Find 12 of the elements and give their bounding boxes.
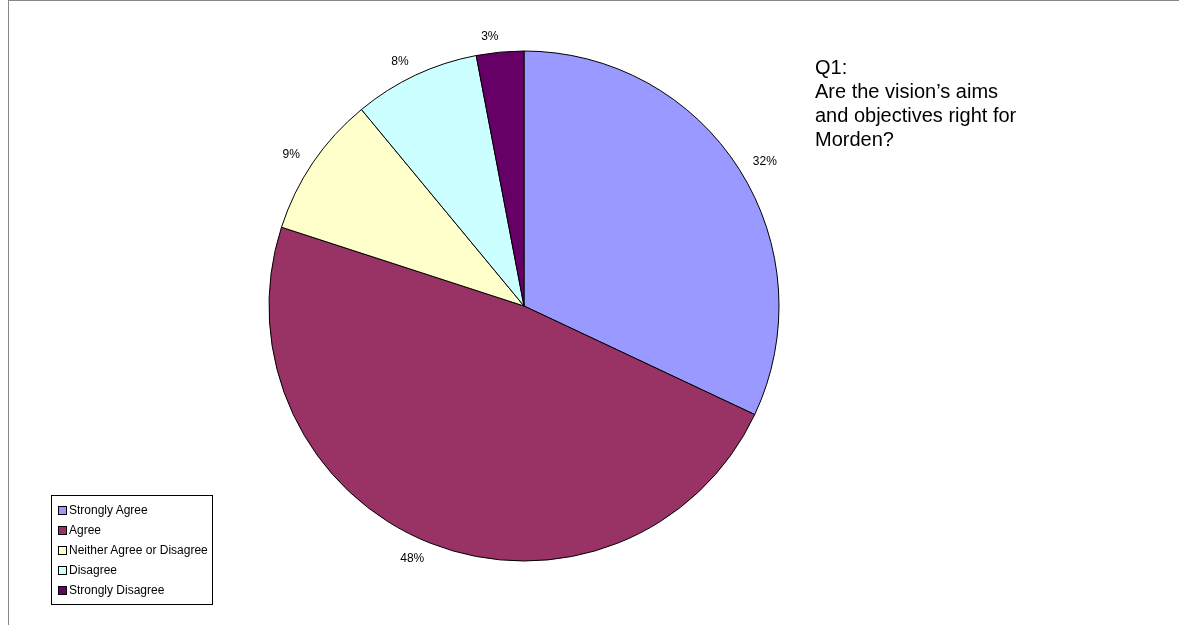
data-label: 9% xyxy=(282,146,301,161)
text: Are the vision’s aims and objectives right for Morden? xyxy=(815,79,1018,151)
data-label: 32% xyxy=(752,153,778,168)
legend-label: Strongly Agree xyxy=(69,503,148,517)
legend-label: Strongly Disagree xyxy=(69,583,165,597)
legend-label: Neither Agree or Disagree xyxy=(69,543,208,557)
data-label: 3% xyxy=(481,29,499,44)
data-label: 8% xyxy=(391,53,409,68)
text: Q1: xyxy=(815,55,849,79)
legend-label: Disagree xyxy=(69,563,118,577)
legend-label: Agree xyxy=(69,523,102,537)
data-label: 48% xyxy=(400,550,425,565)
